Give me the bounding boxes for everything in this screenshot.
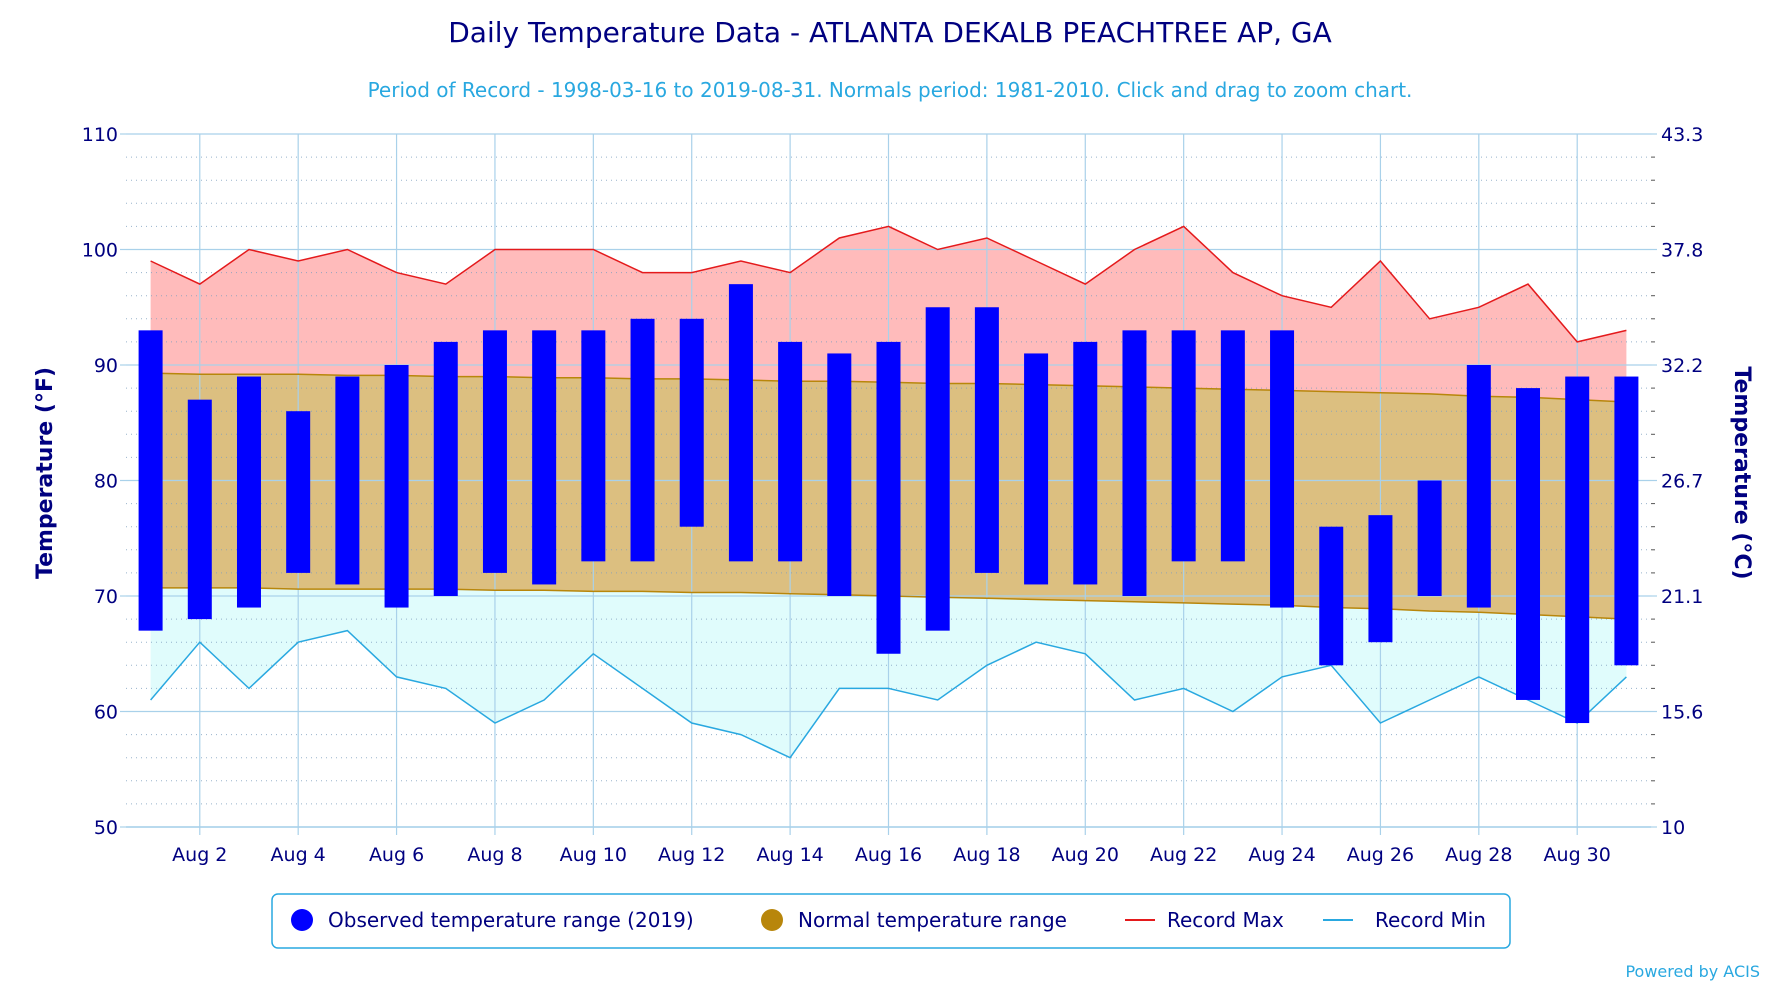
x-tick-label: Aug 26	[1347, 844, 1414, 866]
observed-range-bar[interactable]	[1565, 376, 1590, 724]
observed-range-bar[interactable]	[532, 330, 557, 585]
x-tick-label: Aug 30	[1544, 844, 1611, 866]
observed-range-bar[interactable]	[630, 318, 655, 562]
x-tick-label: Aug 2	[172, 844, 227, 866]
observed-range-bar[interactable]	[286, 411, 311, 573]
x-tick-label: Aug 10	[560, 844, 627, 866]
observed-range-bar[interactable]	[1368, 515, 1393, 643]
x-tick-label: Aug 6	[369, 844, 424, 866]
legend-record-max-label: Record Max	[1167, 908, 1284, 932]
observed-range-bar[interactable]	[876, 341, 901, 654]
y-tick-label-right: 32.2	[1661, 355, 1703, 377]
y-tick-label-right: 21.1	[1661, 586, 1703, 608]
observed-range-bar[interactable]	[1516, 388, 1541, 700]
x-tick-label: Aug 24	[1248, 844, 1315, 866]
plot-area[interactable]: 50 60 70 80 90 100 110 10 15.6 21.1 26.7 32.2 37.8 43…	[82, 124, 1704, 866]
legend-normal-marker	[761, 909, 783, 931]
observed-range-bar[interactable]	[1024, 353, 1049, 585]
observed-range-bar[interactable]	[679, 318, 704, 527]
legend: Observed temperature range (2019) Normal…	[271, 893, 1511, 949]
x-tick-label: Aug 28	[1445, 844, 1512, 866]
x-tick-label: Aug 14	[756, 844, 823, 866]
observed-range-bar[interactable]	[1417, 480, 1442, 597]
observed-range-bar[interactable]	[1073, 341, 1098, 585]
x-tick-label: Aug 8	[467, 844, 522, 866]
y-tick-label-left: 70	[94, 586, 118, 608]
observed-range-bar[interactable]	[1466, 365, 1491, 608]
y-tick-label-left: 60	[94, 702, 118, 724]
observed-range-bar[interactable]	[187, 399, 212, 620]
observed-range-bar[interactable]	[925, 307, 950, 631]
legend-record-min-label: Record Min	[1375, 908, 1486, 932]
credit-link[interactable]: Powered by ACIS	[1625, 962, 1760, 981]
observed-range-bar[interactable]	[1319, 526, 1344, 666]
x-tick-label: Aug 12	[658, 844, 725, 866]
observed-range-bar[interactable]	[581, 330, 606, 562]
legend-observed-label: Observed temperature range (2019)	[328, 908, 694, 932]
chart-subtitle: Period of Record - 1998-03-16 to 2019-08…	[368, 78, 1413, 102]
y-tick-label-right: 37.8	[1661, 240, 1703, 262]
y-tick-label-left: 90	[94, 355, 118, 377]
legend-normal-label: Normal temperature range	[798, 908, 1067, 932]
observed-range-bar[interactable]	[138, 330, 163, 631]
observed-range-bar[interactable]	[482, 330, 507, 573]
x-tick-label: Aug 18	[953, 844, 1020, 866]
y-tick-label-left: 50	[94, 817, 118, 839]
y-tick-label-right: 15.6	[1661, 702, 1703, 724]
y-tick-label-left: 100	[82, 240, 118, 262]
observed-range-bar[interactable]	[827, 353, 852, 596]
y-tick-label-right: 26.7	[1661, 471, 1703, 493]
observed-range-bar[interactable]	[433, 341, 458, 596]
y-tick-label-left: 110	[82, 124, 118, 146]
observed-range-bar[interactable]	[1171, 330, 1196, 562]
observed-range-bar[interactable]	[778, 341, 803, 562]
observed-range-bar[interactable]	[1270, 330, 1295, 608]
observed-range-bar[interactable]	[1614, 376, 1639, 666]
legend-observed-marker	[291, 909, 313, 931]
x-tick-label: Aug 16	[855, 844, 922, 866]
y-tick-label-right: 43.3	[1661, 124, 1703, 146]
record-max-line	[150, 225, 1627, 343]
y-axis-right-label: Temperature (°C)	[1729, 366, 1754, 579]
y-axis-left-label: Temperature (°F)	[33, 367, 58, 579]
record-min-line	[150, 629, 1627, 759]
observed-range-bar[interactable]	[1220, 330, 1245, 562]
observed-range-bar[interactable]	[1122, 330, 1147, 596]
y-tick-label-right: 10	[1661, 817, 1685, 839]
observed-range-bar[interactable]	[236, 376, 261, 608]
x-tick-label: Aug 20	[1052, 844, 1119, 866]
observed-range-bar[interactable]	[384, 365, 409, 608]
y-tick-label-left: 80	[94, 471, 118, 493]
observed-range-bar[interactable]	[335, 376, 360, 585]
x-tick-label: Aug 4	[271, 844, 326, 866]
legend-box	[271, 893, 1511, 949]
x-tick-label: Aug 22	[1150, 844, 1217, 866]
chart-title: Daily Temperature Data - ATLANTA DEKALB …	[448, 16, 1332, 49]
observed-range-bar[interactable]	[974, 307, 999, 573]
observed-range-bar[interactable]	[728, 284, 753, 562]
